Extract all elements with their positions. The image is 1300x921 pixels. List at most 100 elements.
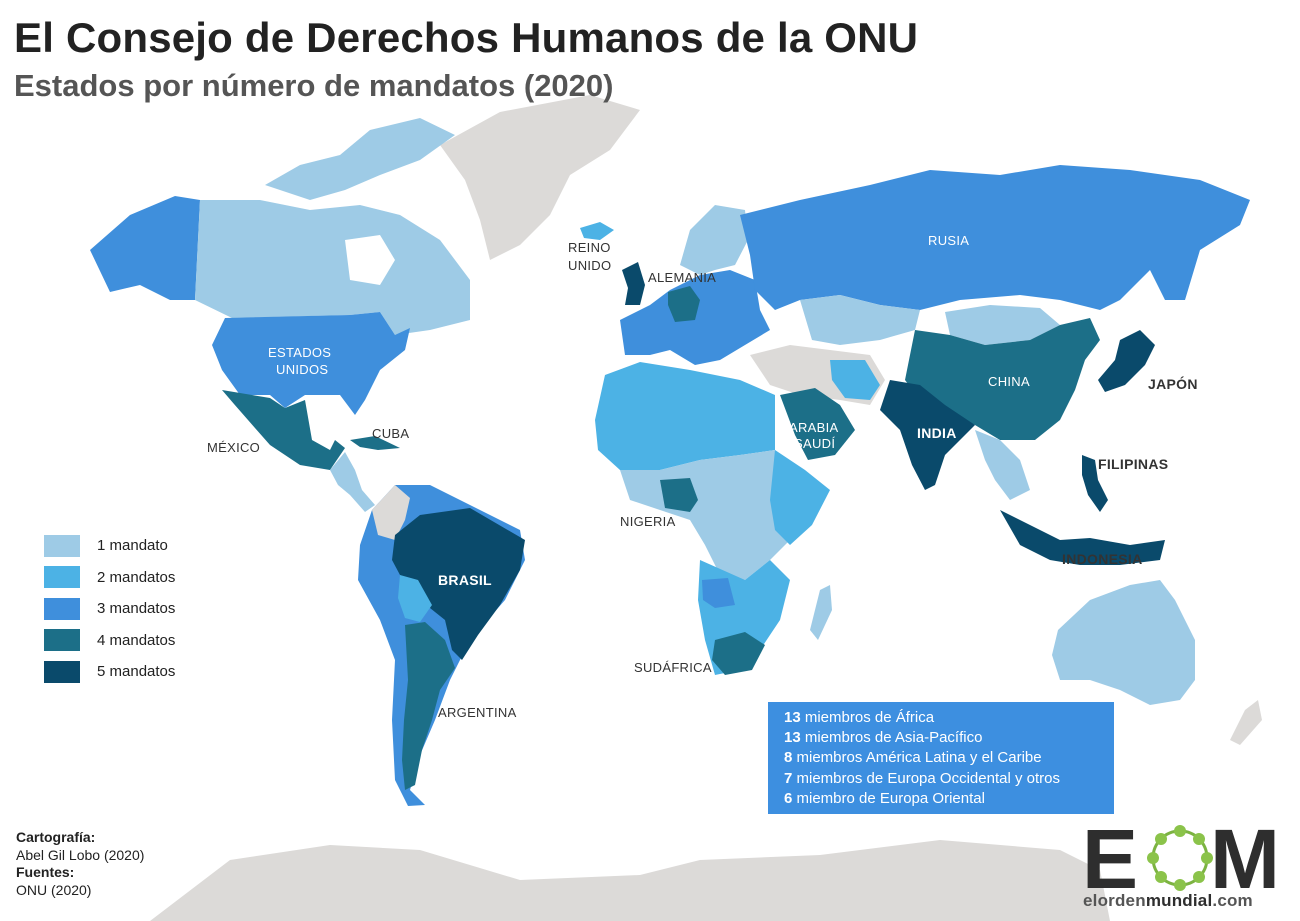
brasil — [392, 508, 525, 660]
legend-item: 1 mandato — [44, 530, 175, 562]
label-reino-unido-line2: UNIDO — [568, 258, 611, 273]
north-africa — [595, 362, 775, 470]
legend-label: 1 mandato — [97, 537, 168, 555]
arctic-islands — [265, 118, 455, 200]
legend-swatch-4 — [44, 629, 80, 652]
logo-url-part1: elorden — [1083, 891, 1146, 910]
legend-swatch-1 — [44, 534, 80, 557]
map-title: El Consejo de Derechos Humanos de la ONU — [14, 14, 919, 61]
logo-url: elordenmundial.com — [1083, 891, 1253, 911]
legend-item: 4 mandatos — [44, 625, 175, 657]
stat-text: miembros de África — [800, 709, 935, 726]
legend: 1 mandato 2 mandatos 3 mandatos 4 mandat… — [44, 530, 175, 688]
stat-count: 6 — [784, 789, 793, 807]
filipinas — [1082, 455, 1108, 512]
stat-count: 13 — [784, 709, 801, 726]
india — [880, 380, 975, 490]
mexico — [222, 390, 345, 470]
label-china: CHINA — [988, 374, 1030, 389]
cartography-heading: Cartografía: — [16, 829, 96, 845]
label-sudafrica: SUDÁFRICA — [634, 660, 712, 675]
scandinavia — [680, 205, 748, 275]
sources-value: ONU (2020) — [16, 881, 92, 898]
legend-label: 3 mandatos — [97, 600, 176, 618]
colombia — [372, 485, 410, 540]
label-reino-unido-line1: REINO — [568, 240, 611, 255]
stat-count: 13 — [784, 729, 801, 747]
iceland — [580, 222, 614, 240]
label-alemania: ALEMANIA — [648, 270, 716, 285]
argentina — [402, 622, 455, 790]
sources-heading: Fuentes: — [16, 864, 75, 880]
central-america — [330, 452, 375, 512]
nigeria — [660, 478, 698, 512]
indonesia — [1000, 510, 1165, 565]
stat-latin-america: 8 miembros América Latina y el Caribe — [784, 748, 1114, 768]
bolivia — [398, 575, 432, 622]
stat-africa: 13 miembros de África — [784, 708, 1114, 728]
stat-count: 8 — [784, 749, 793, 767]
alaska — [90, 196, 200, 300]
legend-label: 4 mandatos — [97, 631, 176, 649]
stat-western-europe: 7 miembros de Europa Occidental y otros — [784, 769, 1114, 789]
legend-swatch-5 — [44, 660, 80, 683]
credits: Cartografía: Abel Gil Lobo (2020) Fuente… — [16, 829, 144, 899]
label-japon: JAPÓN — [1148, 375, 1198, 392]
new-zealand — [1230, 700, 1262, 745]
logo-url-part3: .com — [1212, 891, 1253, 910]
members-stats-box: 13 miembros de África 13 miembros de Asi… — [768, 702, 1114, 814]
label-brasil: BRASIL — [438, 572, 492, 588]
label-estados-unidos-line1: ESTADOS — [268, 345, 331, 360]
east-africa — [770, 450, 830, 545]
greenland — [440, 95, 640, 260]
legend-item: 3 mandatos — [44, 593, 175, 625]
stat-count: 7 — [784, 769, 793, 787]
stat-text: miembros de Europa Occidental y otros — [792, 769, 1060, 787]
mongolia — [945, 305, 1060, 345]
label-arabia-line1: ARABIA — [789, 420, 839, 435]
china — [905, 318, 1100, 440]
legend-label: 5 mandatos — [97, 663, 176, 681]
legend-item: 2 mandatos — [44, 562, 175, 594]
logo-letter-e: E — [1082, 818, 1138, 906]
cartography-value: Abel Gil Lobo (2020) — [16, 846, 145, 863]
label-filipinas: FILIPINAS — [1098, 456, 1168, 472]
iran — [830, 360, 880, 400]
label-indonesia: INDONESIA — [1062, 551, 1143, 567]
stat-eastern-europe: 6 miembro de Europa Oriental — [784, 789, 1114, 809]
legend-swatch-2 — [44, 566, 80, 589]
stat-asia-pacific: 13 miembros de Asia-Pacífico — [784, 728, 1114, 748]
map-subtitle: Estados por número de mandatos (2020) — [14, 68, 614, 103]
logo-url-part2: mundial — [1145, 891, 1213, 910]
arabia-saudi — [780, 388, 855, 460]
sudafrica — [712, 632, 765, 675]
japon — [1098, 330, 1155, 392]
legend-label: 2 mandatos — [97, 568, 176, 586]
label-india: INDIA — [917, 425, 957, 441]
stat-text: miembros América Latina y el Caribe — [792, 749, 1042, 767]
alemania — [668, 286, 700, 322]
logo-letter-m: M — [1210, 818, 1280, 906]
australia — [1052, 580, 1195, 705]
antarctica — [150, 840, 1110, 921]
label-arabia-line2: SAUDÍ — [794, 436, 835, 451]
cuba — [350, 436, 400, 450]
southeast-asia — [975, 430, 1030, 500]
legend-item: 5 mandatos — [44, 656, 175, 688]
hudson-bay — [345, 235, 395, 285]
canada — [195, 200, 470, 335]
label-nigeria: NIGERIA — [620, 514, 676, 529]
stat-text: miembros de Asia-Pacífico — [800, 729, 983, 747]
label-estados-unidos-line2: UNIDOS — [276, 362, 328, 377]
label-mexico: MÉXICO — [207, 440, 260, 455]
logo-circle-icon — [1147, 825, 1213, 891]
usa — [212, 312, 410, 415]
eom-logo: E M — [1082, 818, 1280, 906]
stat-text: miembro de Europa Oriental — [792, 789, 985, 807]
rusia — [740, 165, 1250, 310]
label-cuba: CUBA — [372, 426, 409, 441]
reino-unido — [622, 262, 645, 305]
label-argentina: ARGENTINA — [438, 705, 517, 720]
central-asia — [800, 295, 920, 345]
